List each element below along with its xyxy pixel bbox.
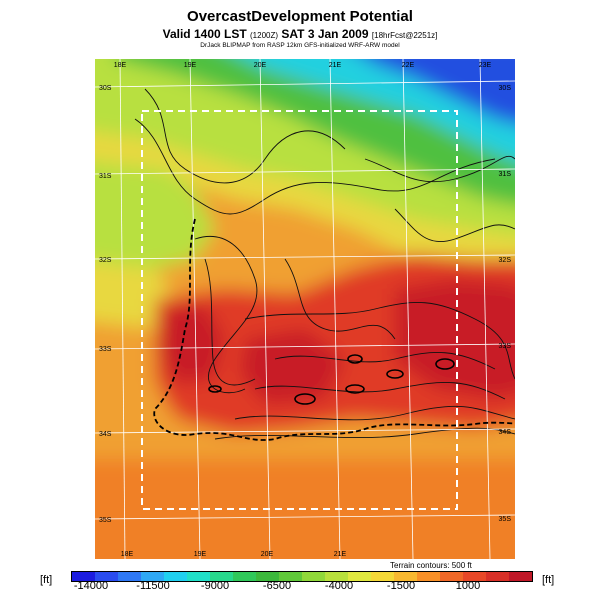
lon-label-top: 19E bbox=[184, 62, 197, 69]
terrain-contour-line bbox=[254, 382, 506, 400]
color-scale-segment bbox=[348, 572, 371, 581]
parallel-line bbox=[95, 254, 515, 260]
terrain-peak-contour bbox=[386, 369, 404, 379]
lon-label-top: 20E bbox=[254, 62, 267, 69]
terrain-contour-line bbox=[144, 88, 346, 184]
grid-labels: 18E 19E 20E 21E 22E 23E 18E 19E 20E 21E 30S 31S 32S 3… bbox=[99, 62, 511, 558]
lat-lon-grid bbox=[95, 59, 515, 559]
forecast-map: 18E 19E 20E 21E 22E 23E 18E 19E 20E 21E 30S 31S 32S 3… bbox=[95, 59, 515, 559]
parallel-line bbox=[95, 514, 515, 520]
lon-label-bottom: 19E bbox=[194, 551, 207, 558]
color-scale-segment bbox=[394, 572, 417, 581]
lon-label-top: 23E bbox=[479, 62, 492, 69]
model-credit: DrJack BLIPMAP from RASP 12km GFS-initia… bbox=[200, 42, 400, 49]
terrain-contour-line bbox=[234, 405, 515, 421]
terrain-contour-line bbox=[134, 118, 496, 215]
color-scale-segment bbox=[486, 572, 509, 581]
terrain-contour-line bbox=[284, 258, 396, 340]
lat-label-left: 31S bbox=[99, 173, 112, 180]
color-scale-segment bbox=[417, 572, 440, 581]
lat-label-left: 32S bbox=[99, 257, 112, 264]
inner-domain-box bbox=[141, 110, 458, 510]
lat-label-right: 35S bbox=[499, 516, 512, 523]
field-blue bbox=[367, 59, 515, 124]
terrain-contour-line bbox=[244, 302, 515, 380]
lon-label-top: 21E bbox=[329, 62, 342, 69]
color-scale-segment bbox=[95, 572, 118, 581]
terrain-peak-contour bbox=[347, 354, 363, 364]
coastline bbox=[153, 218, 515, 441]
parallel-line bbox=[95, 168, 515, 175]
color-scale-segment bbox=[118, 572, 141, 581]
lat-label-left: 34S bbox=[99, 431, 112, 438]
color-scale-segment bbox=[187, 572, 210, 581]
color-scale-segment bbox=[72, 572, 95, 581]
color-scale-segment bbox=[233, 572, 256, 581]
meridian-line bbox=[259, 59, 271, 559]
lat-label-right: 33S bbox=[499, 343, 512, 350]
parallel-line bbox=[95, 343, 515, 350]
meridian-line bbox=[119, 59, 126, 559]
color-scale-segment bbox=[440, 572, 463, 581]
lon-label-bottom: 21E bbox=[334, 551, 347, 558]
terrain-contour-note: Terrain contours: 500 ft bbox=[390, 561, 472, 570]
color-scale-segment bbox=[256, 572, 279, 581]
subtitle-date: SAT 3 Jan 2009 bbox=[281, 27, 369, 41]
lat-label-left: 30S bbox=[99, 85, 112, 92]
parallel-line bbox=[95, 80, 515, 88]
unit-left: [ft] bbox=[40, 574, 53, 586]
color-scale-segment bbox=[325, 572, 348, 581]
color-scale-tick-label: -11500 bbox=[136, 580, 170, 592]
color-scale-tick-label: -1500 bbox=[386, 580, 416, 592]
lon-label-bottom: 20E bbox=[261, 551, 274, 558]
color-scale-tick-label: -14000 bbox=[73, 580, 109, 592]
subtitle-run: [18hrFcst@2251z] bbox=[371, 31, 438, 40]
lat-label-left: 35S bbox=[99, 517, 112, 524]
terrain-peak-contour bbox=[435, 358, 455, 370]
color-scale-segment bbox=[302, 572, 325, 581]
color-scale-bar bbox=[71, 571, 533, 582]
lon-label-top: 22E bbox=[402, 62, 415, 69]
color-scale-segment bbox=[463, 572, 486, 581]
lon-label-top: 18E bbox=[114, 62, 127, 69]
chart-title: OvercastDevelopment Potential bbox=[187, 8, 413, 25]
lon-label-bottom: 18E bbox=[121, 551, 134, 558]
color-scale-tick-label: -6500 bbox=[262, 580, 292, 592]
terrain-contour-line bbox=[274, 352, 496, 370]
field-dark-red-west bbox=[160, 304, 225, 384]
lat-label-right: 34S bbox=[499, 429, 512, 436]
terrain-peak-contour bbox=[208, 385, 222, 393]
map-panel: 18E 19E 20E 21E 22E 23E 18E 19E 20E 21E 30S 31S 32S 3… bbox=[95, 59, 515, 559]
meridian-line bbox=[402, 59, 414, 559]
parallel-line bbox=[95, 428, 515, 434]
field-west-yg bbox=[95, 161, 215, 269]
terrain-contour-line bbox=[204, 258, 256, 386]
meridian-line bbox=[189, 59, 201, 559]
terrain-peak-contour bbox=[345, 384, 365, 394]
lat-label-right: 30S bbox=[499, 85, 512, 92]
terrain-contour-line bbox=[364, 155, 515, 183]
color-scale-segment bbox=[279, 572, 302, 581]
terrain-peak-contour bbox=[294, 393, 316, 405]
color-scale-segment bbox=[210, 572, 233, 581]
meridian-line bbox=[329, 59, 341, 559]
lat-label-right: 31S bbox=[499, 171, 512, 178]
color-scale-segment bbox=[371, 572, 394, 581]
meridian-line bbox=[479, 59, 491, 559]
subtitle-utc: (1200Z) bbox=[250, 31, 279, 40]
unit-right: [ft] bbox=[542, 574, 555, 586]
chart-subtitle: Valid 1400 LST (1200Z) SAT 3 Jan 2009 [1… bbox=[0, 27, 600, 41]
color-scale-tick-label: -9000 bbox=[200, 580, 230, 592]
color-scale-tick-label: 1000 bbox=[455, 580, 481, 592]
color-scale-tick-label: -4000 bbox=[324, 580, 354, 592]
color-scale-segment bbox=[509, 572, 532, 581]
lat-label-right: 32S bbox=[499, 257, 512, 264]
color-scale-segment bbox=[141, 572, 164, 581]
subtitle-valid: Valid 1400 LST bbox=[162, 27, 247, 41]
terrain-contour-line bbox=[394, 208, 515, 243]
lat-label-left: 33S bbox=[99, 346, 112, 353]
color-scale-labels: -14000 -11500 -9000 -6500 -4000 -1500 1000 bbox=[0, 580, 600, 596]
color-scale-segment bbox=[164, 572, 187, 581]
